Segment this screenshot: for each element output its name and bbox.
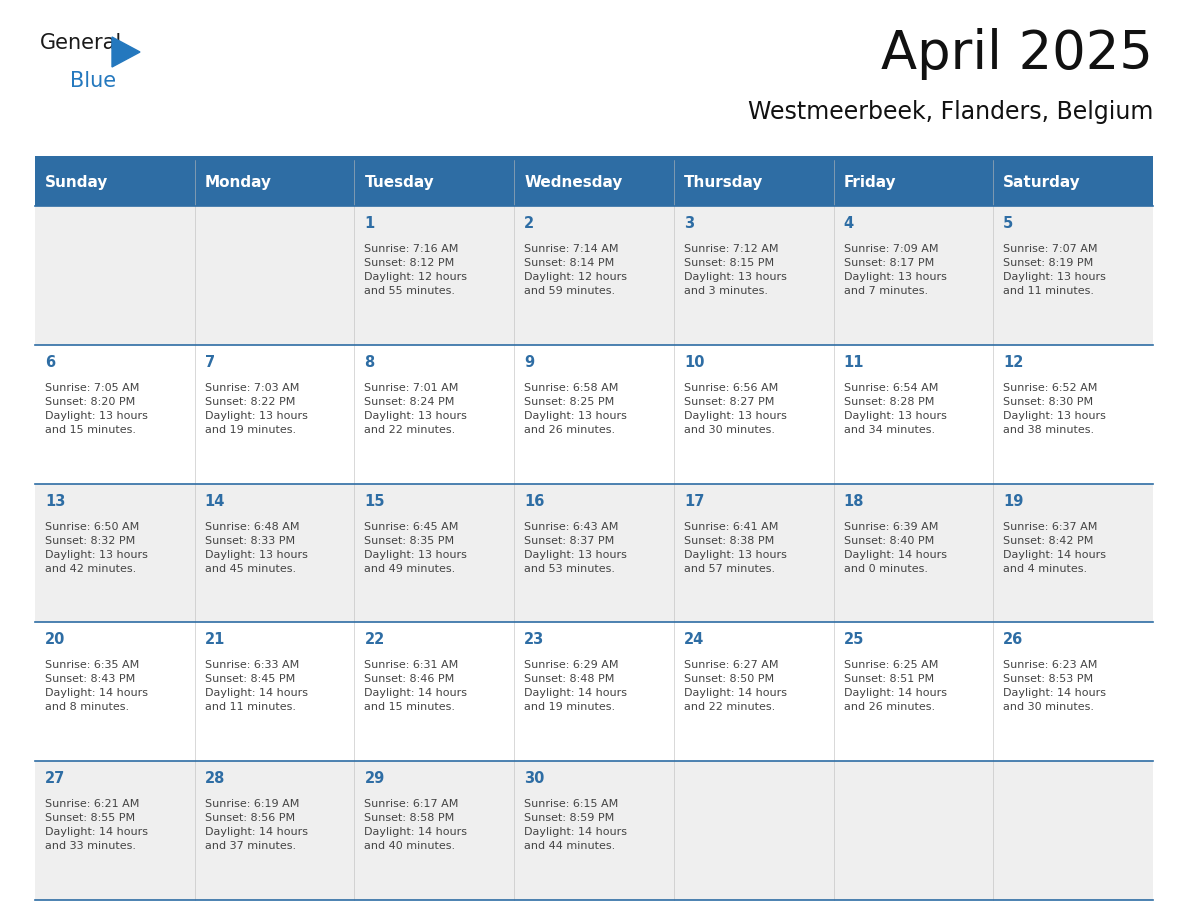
Text: 13: 13 — [45, 494, 65, 509]
Text: Sunrise: 6:15 AM
Sunset: 8:59 PM
Daylight: 14 hours
and 44 minutes.: Sunrise: 6:15 AM Sunset: 8:59 PM Dayligh… — [524, 800, 627, 851]
Text: 11: 11 — [843, 354, 864, 370]
Text: Sunrise: 7:07 AM
Sunset: 8:19 PM
Daylight: 13 hours
and 11 minutes.: Sunrise: 7:07 AM Sunset: 8:19 PM Dayligh… — [1004, 244, 1106, 296]
Text: Sunrise: 6:21 AM
Sunset: 8:55 PM
Daylight: 14 hours
and 33 minutes.: Sunrise: 6:21 AM Sunset: 8:55 PM Dayligh… — [45, 800, 148, 851]
Text: Sunrise: 6:31 AM
Sunset: 8:46 PM
Daylight: 14 hours
and 15 minutes.: Sunrise: 6:31 AM Sunset: 8:46 PM Dayligh… — [365, 660, 467, 712]
Text: 30: 30 — [524, 771, 544, 786]
Text: 26: 26 — [1004, 633, 1024, 647]
Text: Sunrise: 7:14 AM
Sunset: 8:14 PM
Daylight: 12 hours
and 59 minutes.: Sunrise: 7:14 AM Sunset: 8:14 PM Dayligh… — [524, 244, 627, 296]
Text: Saturday: Saturday — [1004, 175, 1081, 191]
Text: 20: 20 — [45, 633, 65, 647]
Bar — [34, 484, 1154, 622]
Text: Sunrise: 6:58 AM
Sunset: 8:25 PM
Daylight: 13 hours
and 26 minutes.: Sunrise: 6:58 AM Sunset: 8:25 PM Dayligh… — [524, 383, 627, 435]
Text: Sunrise: 6:50 AM
Sunset: 8:32 PM
Daylight: 13 hours
and 42 minutes.: Sunrise: 6:50 AM Sunset: 8:32 PM Dayligh… — [45, 521, 147, 574]
Text: Sunrise: 7:09 AM
Sunset: 8:17 PM
Daylight: 13 hours
and 7 minutes.: Sunrise: 7:09 AM Sunset: 8:17 PM Dayligh… — [843, 244, 947, 296]
Text: Sunrise: 6:17 AM
Sunset: 8:58 PM
Daylight: 14 hours
and 40 minutes.: Sunrise: 6:17 AM Sunset: 8:58 PM Dayligh… — [365, 800, 467, 851]
Text: 3: 3 — [684, 216, 694, 231]
Text: Sunrise: 7:16 AM
Sunset: 8:12 PM
Daylight: 12 hours
and 55 minutes.: Sunrise: 7:16 AM Sunset: 8:12 PM Dayligh… — [365, 244, 467, 296]
Text: Thursday: Thursday — [684, 175, 763, 191]
Text: Sunrise: 6:48 AM
Sunset: 8:33 PM
Daylight: 13 hours
and 45 minutes.: Sunrise: 6:48 AM Sunset: 8:33 PM Dayligh… — [204, 521, 308, 574]
Text: Sunrise: 6:35 AM
Sunset: 8:43 PM
Daylight: 14 hours
and 8 minutes.: Sunrise: 6:35 AM Sunset: 8:43 PM Dayligh… — [45, 660, 148, 712]
Bar — [34, 761, 1154, 900]
Text: 25: 25 — [843, 633, 864, 647]
Text: Sunrise: 7:12 AM
Sunset: 8:15 PM
Daylight: 13 hours
and 3 minutes.: Sunrise: 7:12 AM Sunset: 8:15 PM Dayligh… — [684, 244, 786, 296]
Text: Blue: Blue — [70, 71, 116, 91]
Text: Sunrise: 6:37 AM
Sunset: 8:42 PM
Daylight: 14 hours
and 4 minutes.: Sunrise: 6:37 AM Sunset: 8:42 PM Dayligh… — [1004, 521, 1106, 574]
Text: Sunrise: 6:33 AM
Sunset: 8:45 PM
Daylight: 14 hours
and 11 minutes.: Sunrise: 6:33 AM Sunset: 8:45 PM Dayligh… — [204, 660, 308, 712]
Text: Sunrise: 6:25 AM
Sunset: 8:51 PM
Daylight: 14 hours
and 26 minutes.: Sunrise: 6:25 AM Sunset: 8:51 PM Dayligh… — [843, 660, 947, 712]
Text: Monday: Monday — [204, 175, 272, 191]
Text: Wednesday: Wednesday — [524, 175, 623, 191]
Text: 29: 29 — [365, 771, 385, 786]
Text: 14: 14 — [204, 494, 225, 509]
Text: Friday: Friday — [843, 175, 896, 191]
Text: Sunrise: 6:39 AM
Sunset: 8:40 PM
Daylight: 14 hours
and 0 minutes.: Sunrise: 6:39 AM Sunset: 8:40 PM Dayligh… — [843, 521, 947, 574]
Bar — [34, 160, 1154, 206]
Text: 19: 19 — [1004, 494, 1024, 509]
Text: Sunrise: 7:01 AM
Sunset: 8:24 PM
Daylight: 13 hours
and 22 minutes.: Sunrise: 7:01 AM Sunset: 8:24 PM Dayligh… — [365, 383, 467, 435]
Text: 23: 23 — [524, 633, 544, 647]
Text: Sunrise: 7:05 AM
Sunset: 8:20 PM
Daylight: 13 hours
and 15 minutes.: Sunrise: 7:05 AM Sunset: 8:20 PM Dayligh… — [45, 383, 147, 435]
Text: Sunrise: 6:54 AM
Sunset: 8:28 PM
Daylight: 13 hours
and 34 minutes.: Sunrise: 6:54 AM Sunset: 8:28 PM Dayligh… — [843, 383, 947, 435]
Text: 10: 10 — [684, 354, 704, 370]
Text: Sunrise: 6:43 AM
Sunset: 8:37 PM
Daylight: 13 hours
and 53 minutes.: Sunrise: 6:43 AM Sunset: 8:37 PM Dayligh… — [524, 521, 627, 574]
Text: 2: 2 — [524, 216, 535, 231]
Text: 24: 24 — [684, 633, 704, 647]
Text: 15: 15 — [365, 494, 385, 509]
Text: 7: 7 — [204, 354, 215, 370]
Text: 21: 21 — [204, 633, 225, 647]
Text: 6: 6 — [45, 354, 55, 370]
Text: Sunrise: 6:56 AM
Sunset: 8:27 PM
Daylight: 13 hours
and 30 minutes.: Sunrise: 6:56 AM Sunset: 8:27 PM Dayligh… — [684, 383, 786, 435]
Text: 16: 16 — [524, 494, 544, 509]
Text: 1: 1 — [365, 216, 374, 231]
Text: Sunrise: 6:27 AM
Sunset: 8:50 PM
Daylight: 14 hours
and 22 minutes.: Sunrise: 6:27 AM Sunset: 8:50 PM Dayligh… — [684, 660, 786, 712]
Text: 17: 17 — [684, 494, 704, 509]
Text: 4: 4 — [843, 216, 854, 231]
Text: 8: 8 — [365, 354, 374, 370]
Text: Sunrise: 6:23 AM
Sunset: 8:53 PM
Daylight: 14 hours
and 30 minutes.: Sunrise: 6:23 AM Sunset: 8:53 PM Dayligh… — [1004, 660, 1106, 712]
Text: Sunrise: 6:41 AM
Sunset: 8:38 PM
Daylight: 13 hours
and 57 minutes.: Sunrise: 6:41 AM Sunset: 8:38 PM Dayligh… — [684, 521, 786, 574]
Polygon shape — [112, 37, 140, 67]
Bar — [34, 345, 1154, 484]
Text: General: General — [40, 33, 122, 53]
Text: 12: 12 — [1004, 354, 1024, 370]
Text: Sunrise: 6:19 AM
Sunset: 8:56 PM
Daylight: 14 hours
and 37 minutes.: Sunrise: 6:19 AM Sunset: 8:56 PM Dayligh… — [204, 800, 308, 851]
Text: 9: 9 — [524, 354, 535, 370]
Text: Sunrise: 6:52 AM
Sunset: 8:30 PM
Daylight: 13 hours
and 38 minutes.: Sunrise: 6:52 AM Sunset: 8:30 PM Dayligh… — [1004, 383, 1106, 435]
Text: Sunday: Sunday — [45, 175, 108, 191]
Text: 28: 28 — [204, 771, 225, 786]
Text: 5: 5 — [1004, 216, 1013, 231]
Bar — [34, 206, 1154, 345]
Text: Sunrise: 6:45 AM
Sunset: 8:35 PM
Daylight: 13 hours
and 49 minutes.: Sunrise: 6:45 AM Sunset: 8:35 PM Dayligh… — [365, 521, 467, 574]
Text: 18: 18 — [843, 494, 864, 509]
Text: Sunrise: 6:29 AM
Sunset: 8:48 PM
Daylight: 14 hours
and 19 minutes.: Sunrise: 6:29 AM Sunset: 8:48 PM Dayligh… — [524, 660, 627, 712]
Text: 22: 22 — [365, 633, 385, 647]
Bar — [34, 622, 1154, 761]
Text: Tuesday: Tuesday — [365, 175, 434, 191]
Text: 27: 27 — [45, 771, 65, 786]
Bar — [34, 156, 1154, 160]
Text: Sunrise: 7:03 AM
Sunset: 8:22 PM
Daylight: 13 hours
and 19 minutes.: Sunrise: 7:03 AM Sunset: 8:22 PM Dayligh… — [204, 383, 308, 435]
Text: April 2025: April 2025 — [881, 28, 1154, 80]
Text: Westmeerbeek, Flanders, Belgium: Westmeerbeek, Flanders, Belgium — [747, 100, 1154, 124]
